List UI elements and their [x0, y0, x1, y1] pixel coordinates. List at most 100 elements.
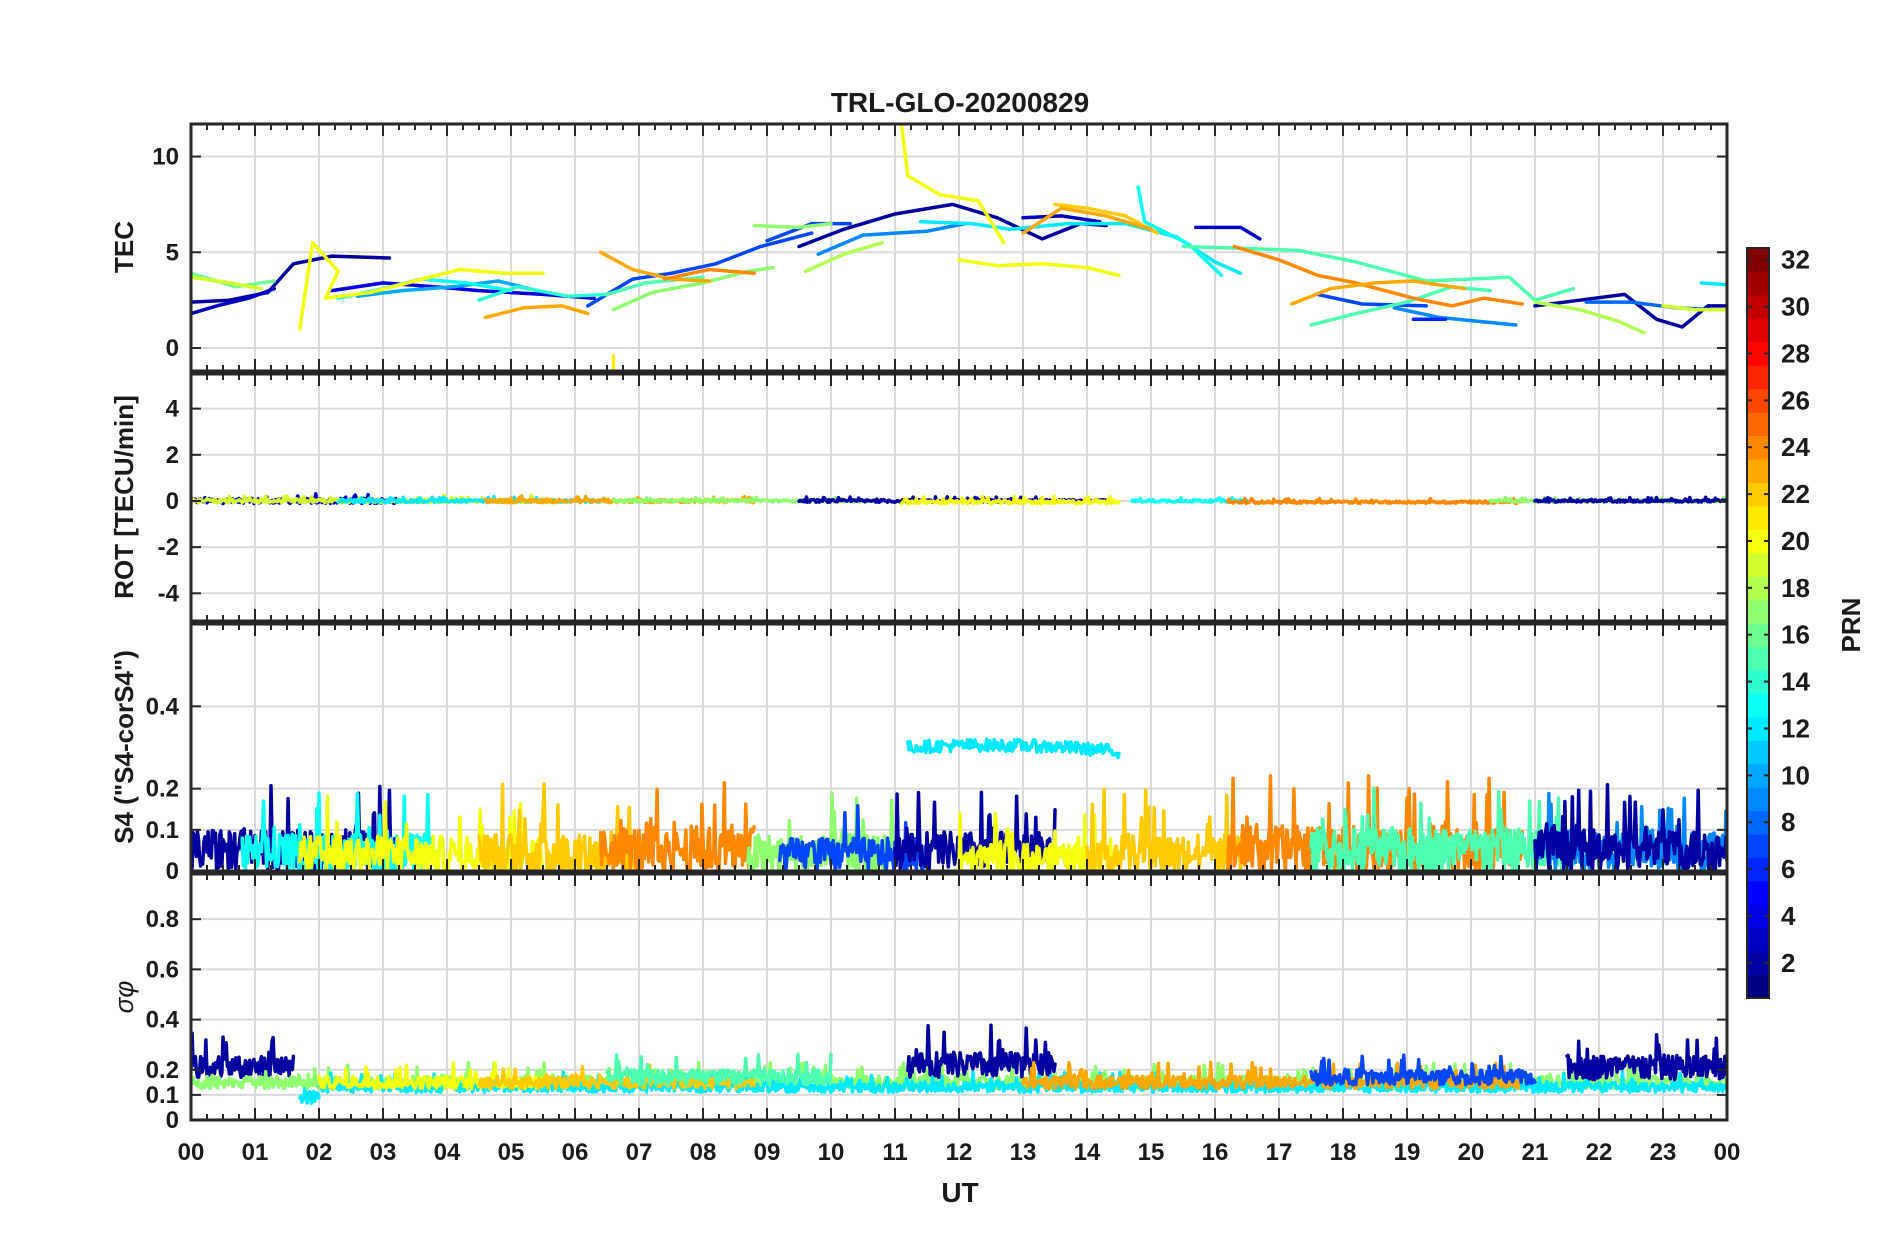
tec-series-prn-18-26 — [803, 240, 884, 274]
colorbar-tick-label: 30 — [1781, 292, 1810, 322]
sigma-series-prn-15-6 — [605, 1052, 833, 1087]
colorbar-swatch-prn-3 — [1747, 927, 1769, 952]
colorbar-swatch-prn-7 — [1747, 833, 1769, 858]
colorbar-swatch-prn-10 — [1747, 763, 1769, 788]
sigma-ytick-label: 0.1 — [146, 1082, 179, 1109]
colorbar-swatch-prn-6 — [1747, 857, 1769, 882]
x-tick-label: 17 — [1266, 1139, 1293, 1166]
x-tick-label: 18 — [1330, 1139, 1357, 1166]
x-tick-label: 15 — [1138, 1139, 1165, 1166]
tec-series-prn-12-18 — [1699, 281, 1727, 287]
rot-ytick-label: 0 — [166, 488, 179, 515]
s4-panel: 0 0.1 0.2 0.4 S4 ("S4-corS4") — [109, 622, 1729, 885]
tec-series-prn-24-39 — [1232, 244, 1524, 308]
s4-ylabel: S4 ("S4-corS4") — [109, 650, 139, 844]
rot-ylabel: ROT [TECU/min] — [109, 395, 139, 599]
colorbar-swatch-prn-9 — [1747, 787, 1769, 812]
rot-ytick-label: 4 — [166, 396, 180, 423]
x-tick-label: 04 — [434, 1139, 461, 1166]
chart-title: TRL-GLO-20200829 — [831, 87, 1089, 118]
sigma-phi-panel: 00.10.2 0.4 0.6 0.8 σφ — [109, 872, 1729, 1134]
rot-panel: -4 -2 0 2 4 ROT [TECU/min] — [109, 372, 1729, 623]
colorbar-label: PRN — [1836, 598, 1866, 653]
colorbar-swatch-prn-14 — [1747, 669, 1769, 694]
x-tick-label: 05 — [498, 1139, 525, 1166]
sigma-ytick-label: 0.6 — [146, 956, 179, 983]
colorbar-swatch-prn-31 — [1747, 271, 1769, 296]
tec-series-prn-9-9 — [816, 221, 968, 256]
tec-series-prn-23-35 — [483, 304, 590, 320]
s4-series-prn-7-6 — [778, 802, 929, 871]
tec-panel: 0 5 10 TEC — [109, 122, 1729, 373]
tec-series-prn-3-1 — [191, 286, 276, 316]
colorbar-tick-label: 14 — [1781, 667, 1810, 697]
tec-ytick-label: 10 — [152, 144, 179, 171]
s4-ytick-label: 0.2 — [146, 776, 179, 803]
s4-series-prn-2-13 — [1533, 783, 1727, 871]
sigma-series-prn-12-1 — [298, 1082, 321, 1105]
colorbar-tick-label: 4 — [1781, 901, 1796, 931]
colorbar-swatch-prn-27 — [1747, 365, 1769, 390]
colorbar-swatch-prn-26 — [1747, 388, 1769, 413]
tec-series-prn-3-4 — [1021, 214, 1102, 224]
tec-series-prn-17-25 — [611, 265, 776, 312]
colorbar-swatch-prn-15 — [1747, 646, 1769, 671]
sigma-series-prn-2-10 — [1565, 1033, 1727, 1082]
rot-ytick-label: 2 — [166, 442, 179, 469]
tec-series-prn-4-2 — [330, 281, 596, 300]
tec-series-prn-10-13 — [355, 279, 539, 299]
colorbar-tick-label: 24 — [1781, 432, 1810, 462]
colorbar-swatch-prn-24 — [1747, 435, 1769, 460]
tec-series-prn-22-34 — [1053, 202, 1160, 235]
rot-series-prn-2-10 — [1533, 495, 1727, 504]
x-tick-label: 14 — [1074, 1139, 1101, 1166]
colorbar-swatch-prn-32 — [1747, 248, 1769, 273]
sigma-series-prn-7-9 — [1309, 1053, 1537, 1087]
tec-series-prn-19-28 — [191, 275, 264, 291]
colorbar-swatch-prn-11 — [1747, 740, 1769, 765]
rot-ytick-label: -4 — [158, 580, 180, 607]
x-tick-label: 03 — [370, 1139, 397, 1166]
sigma-series-prn-2-0 — [191, 1031, 296, 1081]
tec-series-prn-2-0 — [191, 254, 392, 304]
x-tick-label: 00 — [178, 1139, 205, 1166]
s4-series-prn-12-14 — [906, 737, 1121, 760]
x-tick-label: 16 — [1202, 1139, 1229, 1166]
x-tick-label: 20 — [1458, 1139, 1485, 1166]
sigma-ytick-label: 0.8 — [146, 906, 179, 933]
tec-series-prn-17-24 — [752, 221, 833, 230]
tec-series-prn-23-36 — [598, 250, 712, 283]
tec-series-prn-7-7 — [586, 231, 814, 308]
colorbar-swatch-prn-21 — [1747, 505, 1769, 530]
tec-series-prn-23-40 — [1290, 279, 1467, 306]
colorbar-swatch-prn-20 — [1747, 529, 1769, 554]
x-tick-label: 00 — [1714, 1139, 1741, 1166]
colorbar-swatch-prn-5 — [1747, 880, 1769, 905]
s4-ytick-label: 0 — [166, 858, 179, 885]
colorbar-swatch-prn-1 — [1747, 974, 1769, 999]
x-tick-label: 22 — [1586, 1139, 1613, 1166]
colorbar-tick-label: 32 — [1781, 245, 1810, 275]
x-tick-label: 01 — [242, 1139, 269, 1166]
colorbar-swatch-prn-12 — [1747, 716, 1769, 741]
tec-series-prn-23-37 — [1021, 206, 1153, 235]
colorbar-tick-label: 26 — [1781, 385, 1810, 415]
colorbar-tick-label: 20 — [1781, 526, 1810, 556]
tec-ylabel: TEC — [109, 221, 139, 273]
colorbar-tick-label: 10 — [1781, 760, 1810, 790]
tec-series-prn-2-3 — [797, 202, 1108, 249]
colorbar-tick-label: 16 — [1781, 620, 1810, 650]
tec-series-prn-7-8 — [765, 221, 852, 243]
x-tick-label: 09 — [754, 1139, 781, 1166]
colorbar-frame — [1746, 247, 1770, 999]
colorbar-swatch-prn-30 — [1747, 294, 1769, 319]
tec-series-prn-15-21 — [1181, 244, 1576, 302]
colorbar-swatch-prn-29 — [1747, 318, 1769, 343]
colorbar-tick-label: 12 — [1781, 713, 1810, 743]
colorbar-swatch-prn-22 — [1747, 482, 1769, 507]
x-tick-label: 08 — [690, 1139, 717, 1166]
rot-series-prn-24-8 — [1226, 496, 1524, 506]
colorbar-tick-label: 22 — [1781, 479, 1810, 509]
x-tick-label: 10 — [818, 1139, 845, 1166]
